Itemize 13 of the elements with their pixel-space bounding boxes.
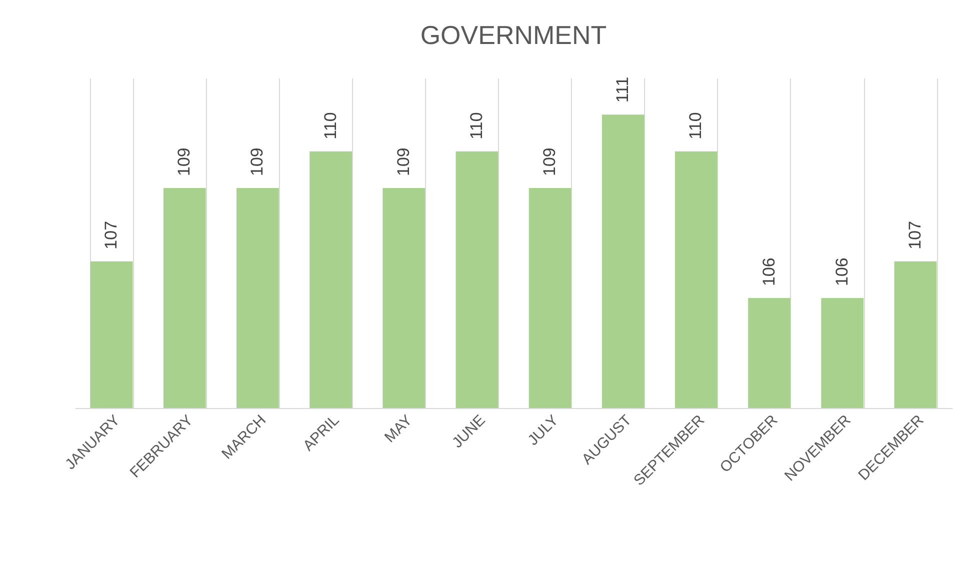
data-label: 110 — [466, 112, 486, 140]
data-label: 106 — [832, 258, 852, 286]
data-label: 110 — [686, 112, 706, 140]
data-label: 109 — [394, 148, 413, 176]
data-label: 107 — [102, 220, 121, 250]
data-label: 111 — [613, 76, 632, 103]
data-label: 110 — [320, 112, 340, 140]
data-label: 109 — [540, 148, 560, 176]
chart-title: GOVERNMENT — [420, 20, 607, 50]
data-label: 107 — [905, 220, 924, 250]
data-label: 109 — [174, 148, 194, 176]
data-label: 109 — [248, 148, 267, 176]
data-label: 106 — [759, 258, 778, 286]
